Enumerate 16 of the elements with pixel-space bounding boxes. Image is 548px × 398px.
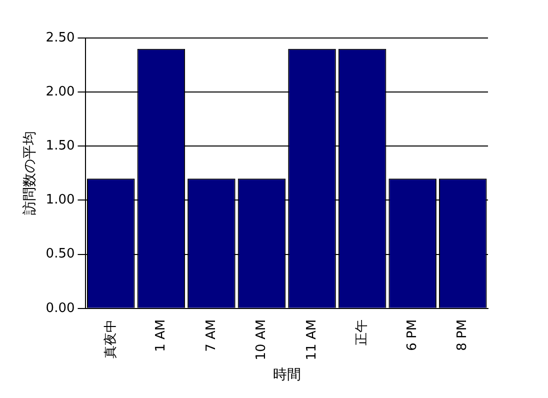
y-tick-label: 1.50 <box>46 138 75 154</box>
x-tick-label: 正午 <box>354 319 370 346</box>
y-tick-label: 0.00 <box>46 300 75 316</box>
x-tick-label: 1 AM <box>154 319 169 352</box>
x-tick-label: 11 AM <box>304 319 320 360</box>
x-axis-title: 時間 <box>272 367 301 384</box>
y-tick-label: 0.50 <box>46 246 75 262</box>
x-tick-label: 真夜中 <box>102 319 118 358</box>
x-tick-label: 10 AM <box>254 319 270 360</box>
y-tick-label: 2.00 <box>46 84 75 100</box>
y-tick-label: 1.00 <box>46 192 75 208</box>
x-tick-label: 8 PM <box>455 319 470 351</box>
y-tick-label: 2.50 <box>46 30 75 46</box>
y-axis-title: 訪問数の平均 <box>22 131 38 216</box>
x-tick-label: 6 PM <box>404 319 420 351</box>
x-tick-label: 7 AM <box>204 319 219 352</box>
